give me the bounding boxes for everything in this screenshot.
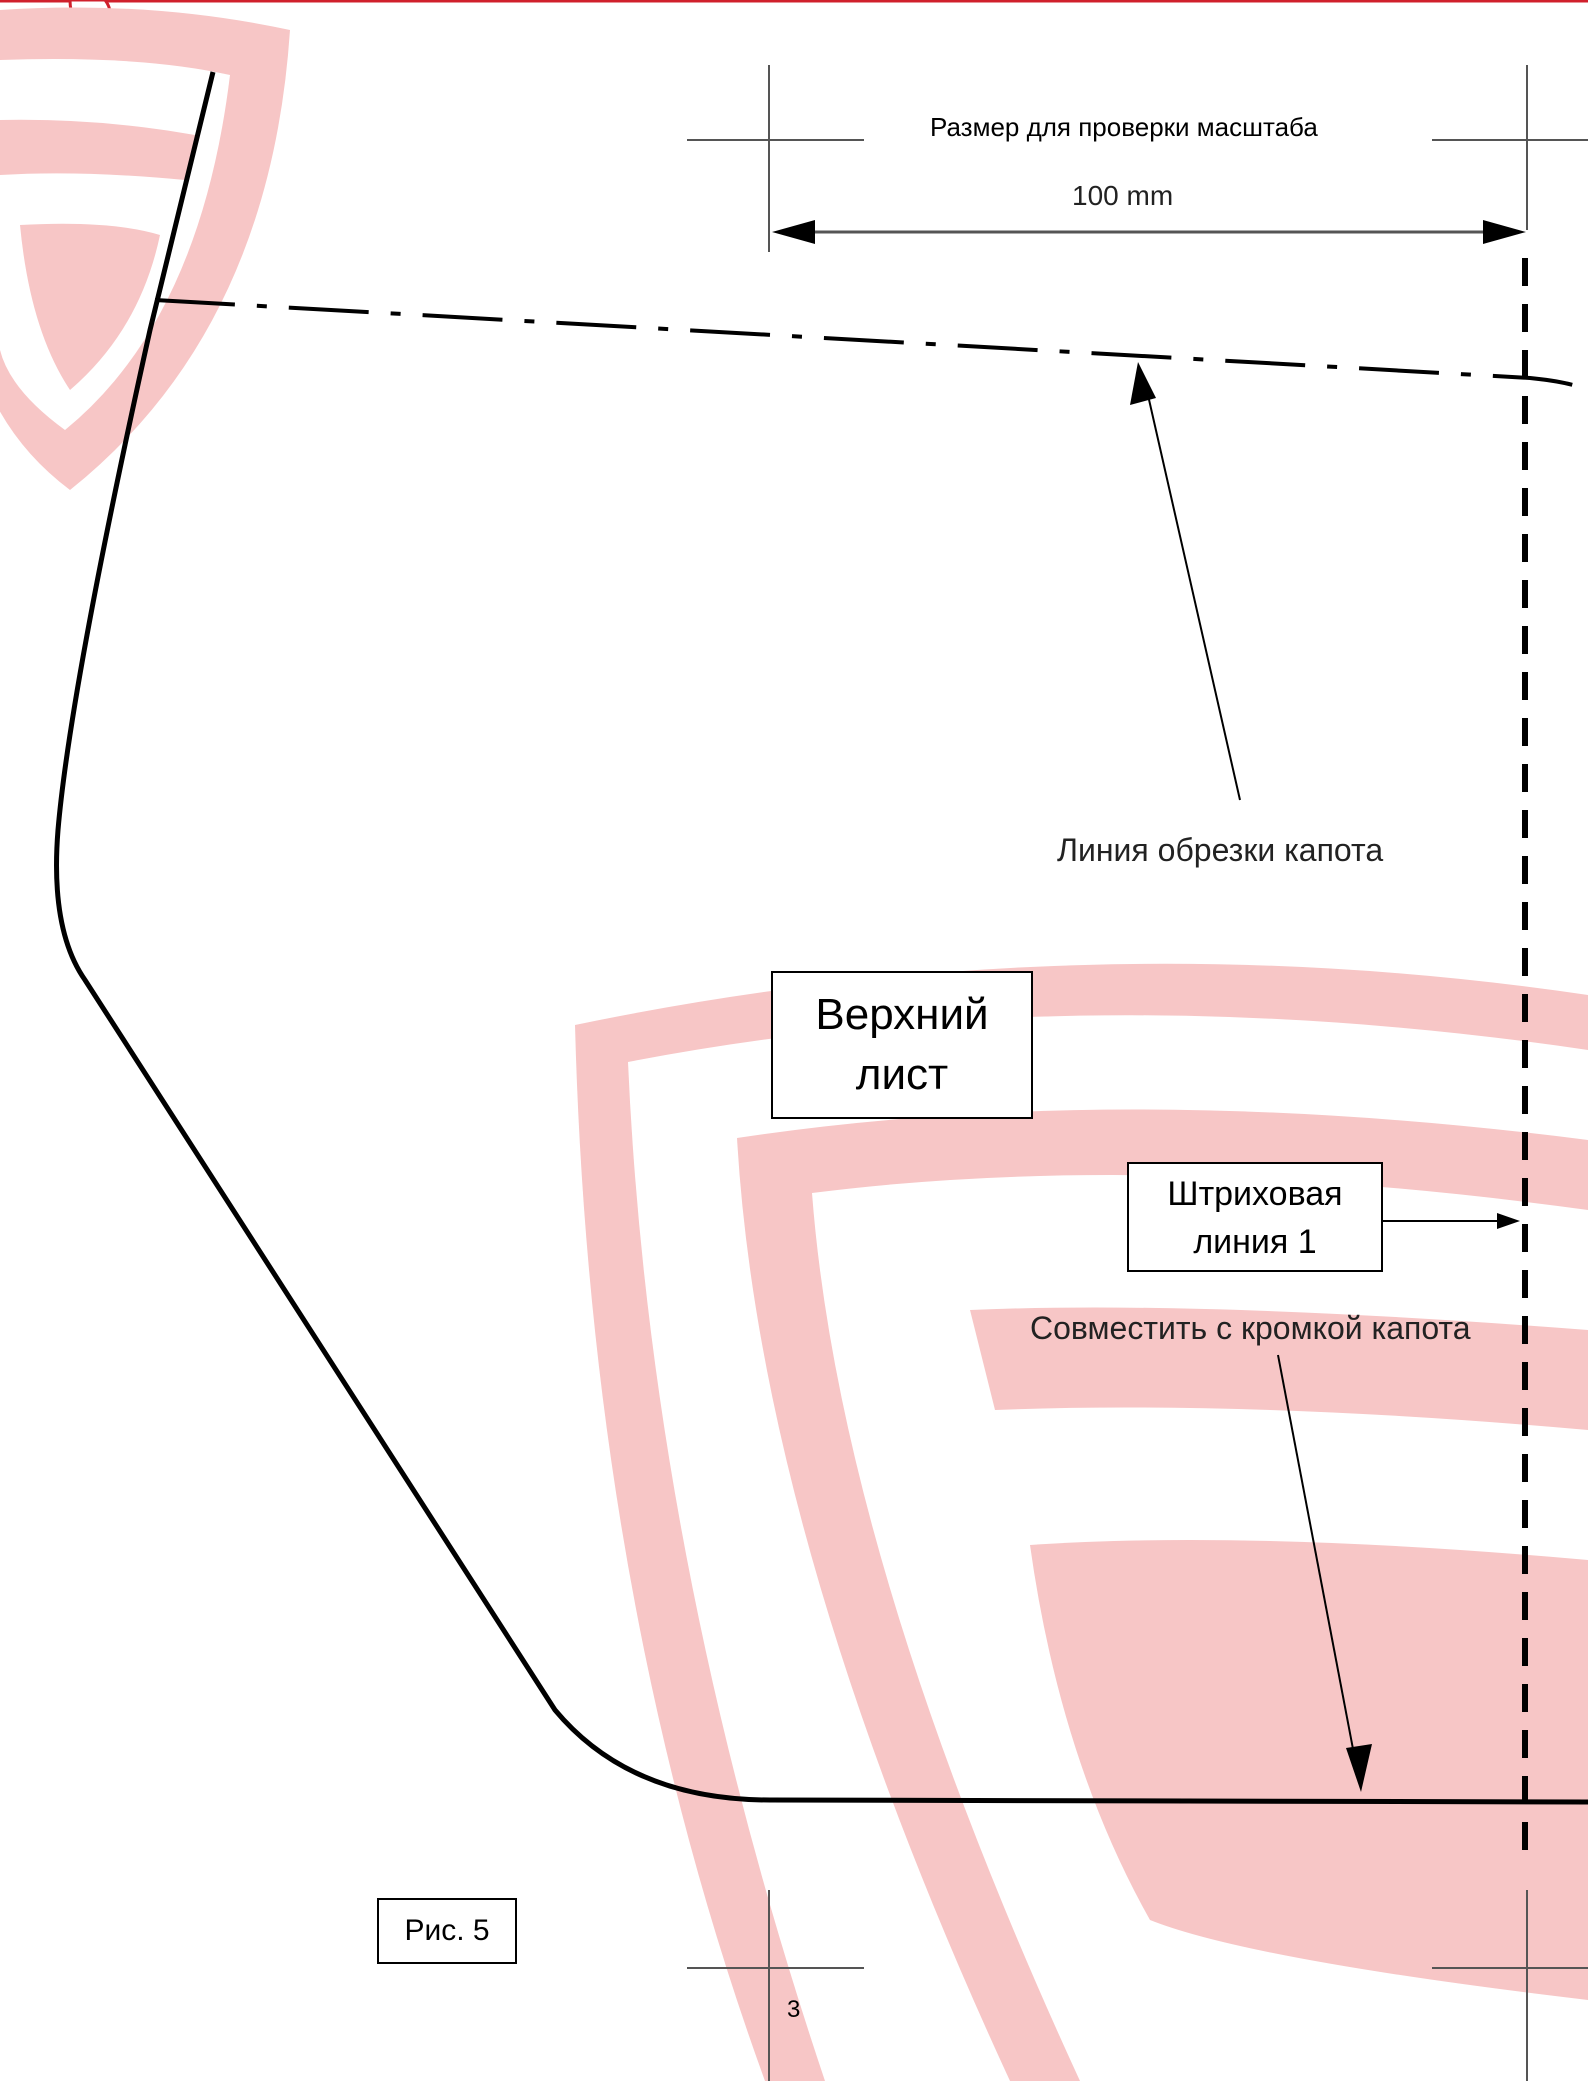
align-edge-label: Совместить с кромкой капота [1030, 1310, 1471, 1346]
leader-align-edge [1277, 1354, 1372, 1792]
page-number: 3 [787, 1996, 801, 2023]
top-sheet-line1: Верхний [815, 990, 989, 1039]
crosshair-top-right [1432, 65, 1588, 230]
figure-label-box: Рис. 5 [377, 1898, 517, 1964]
cut-line-label: Линия обрезки капота [1057, 832, 1384, 868]
top-sheet-line2: лист [855, 1050, 949, 1099]
dimension-value: 100 mm [1072, 180, 1174, 211]
figure-label: Рис. 5 [404, 1914, 490, 1947]
dashed-line-1-line1: Штриховая [1167, 1175, 1343, 1213]
leader-cut-line [1130, 362, 1241, 801]
crosshair-top-left [687, 65, 864, 252]
watermark-shield-large [575, 963, 1588, 2081]
watermark-shield-small [0, 7, 290, 490]
top-sheet-box: Верхний лист [771, 971, 1033, 1119]
dashed-line-1-box: Штриховая линия 1 [1127, 1162, 1383, 1272]
dimension-arrow [772, 220, 1526, 244]
crosshair-bottom-left [687, 1890, 864, 2081]
leader-dashed-line [1382, 1213, 1520, 1229]
hood-cut-line [154, 298, 1588, 392]
crosshair-bottom-right [1432, 1890, 1588, 2081]
hood-outline [54, 71, 1588, 1805]
scale-check-caption: Размер для проверки масштаба [930, 112, 1318, 142]
dashed-line-1-line2: линия 1 [1193, 1223, 1317, 1261]
